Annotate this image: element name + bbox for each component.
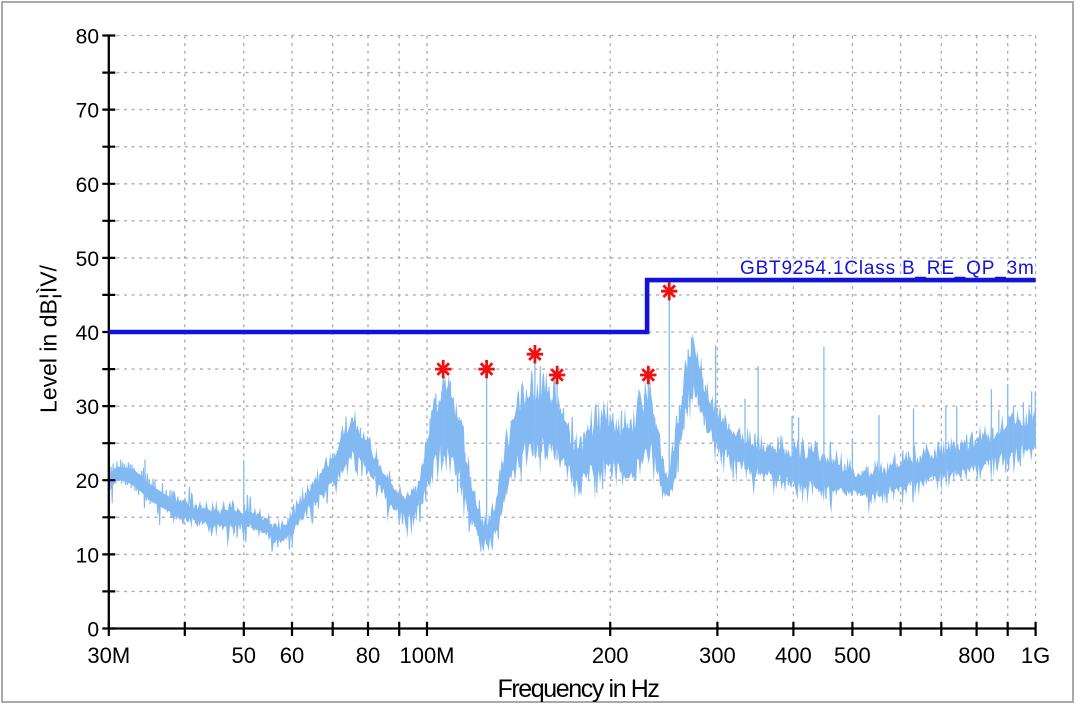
svg-text:800: 800	[958, 643, 995, 668]
svg-text:50: 50	[232, 643, 256, 668]
svg-text:0: 0	[87, 619, 99, 642]
svg-text:Frequency in Hz: Frequency in Hz	[497, 675, 659, 703]
svg-text:300: 300	[699, 643, 736, 668]
svg-text:200: 200	[592, 643, 629, 668]
svg-text:1G: 1G	[1021, 643, 1050, 668]
svg-text:30: 30	[76, 396, 99, 419]
svg-text:40: 40	[76, 322, 99, 345]
svg-text:30M: 30M	[87, 643, 130, 668]
svg-text:60: 60	[76, 174, 99, 197]
svg-text:80: 80	[76, 26, 99, 49]
svg-text:70: 70	[76, 100, 99, 123]
svg-text:100M: 100M	[399, 643, 454, 668]
svg-text:GBT9254.1Class B_RE_QP_3m: GBT9254.1Class B_RE_QP_3m	[740, 258, 1035, 279]
svg-text:400: 400	[775, 643, 812, 668]
svg-text:20: 20	[76, 470, 99, 493]
svg-text:60: 60	[280, 643, 304, 668]
svg-text:500: 500	[834, 643, 871, 668]
svg-text:Level in dB¦ÌV/: Level in dB¦ÌV/	[36, 264, 62, 413]
svg-text:50: 50	[76, 248, 99, 271]
svg-text:10: 10	[76, 544, 99, 567]
svg-text:80: 80	[356, 643, 380, 668]
